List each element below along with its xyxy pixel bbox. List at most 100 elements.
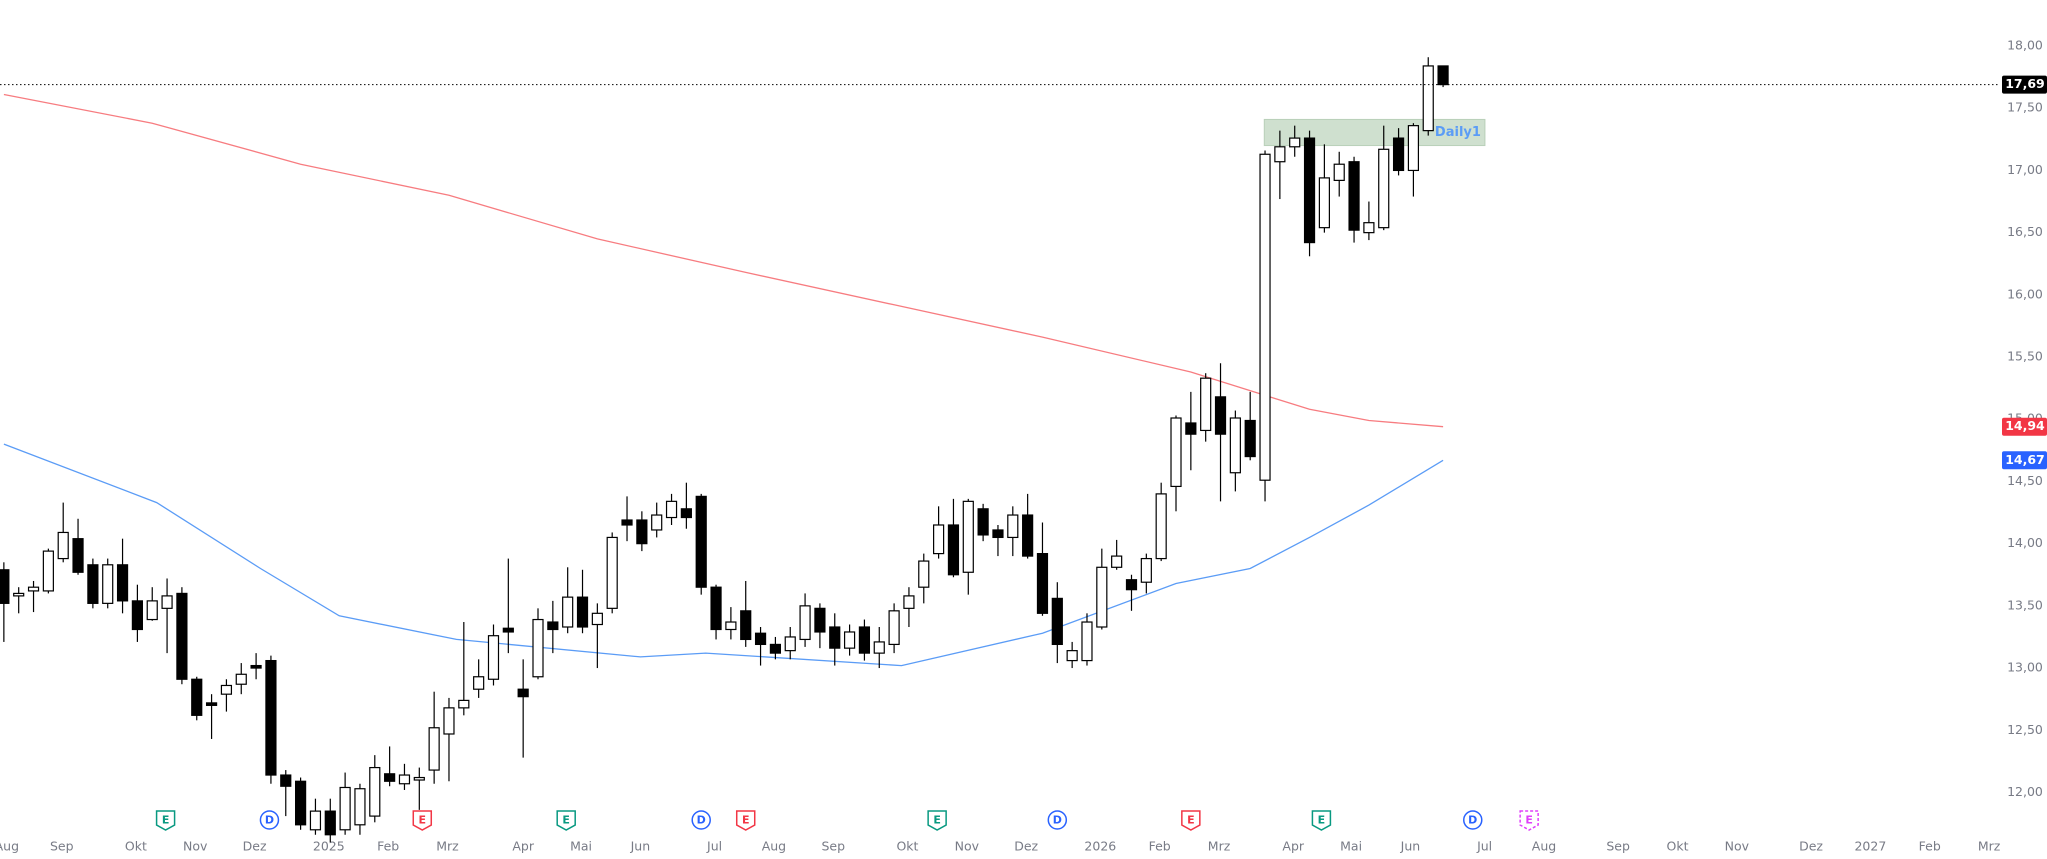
- event-icon: [691, 810, 711, 830]
- price-label-box: [2002, 75, 2047, 94]
- candle-body: [428, 727, 440, 771]
- candle-body: [576, 596, 589, 628]
- candle-body: [814, 607, 826, 633]
- candle-body: [725, 621, 737, 631]
- x-tick-label: Feb: [1919, 839, 1941, 854]
- candle-body: [339, 786, 351, 831]
- candle-body: [740, 610, 752, 641]
- price-label-box: [2002, 451, 2047, 470]
- candle-body: [1363, 222, 1375, 234]
- candle-body: [1007, 514, 1019, 539]
- candle-body: [695, 495, 707, 588]
- x-tick-label: Mai: [570, 839, 592, 854]
- x-tick-label: Sep: [1606, 839, 1630, 854]
- event-label: E: [1187, 814, 1195, 827]
- x-tick-label: Sep: [821, 839, 845, 854]
- zone: [1263, 118, 1486, 147]
- candle-body: [72, 538, 84, 573]
- candle-body: [13, 592, 25, 597]
- event-badge: E: [1181, 810, 1201, 831]
- x-tick-label: 2025: [313, 839, 345, 854]
- x-tick-label: Jun: [1400, 839, 1421, 854]
- candle-body: [473, 676, 485, 690]
- candle-body: [42, 550, 54, 592]
- candle-body: [384, 773, 396, 782]
- candle-body: [1096, 566, 1108, 628]
- candle-body: [131, 600, 143, 631]
- candle-body: [888, 610, 900, 646]
- y-tick-label: 14,50: [2007, 473, 2043, 488]
- x-tick-label: 2026: [1084, 839, 1116, 854]
- candle-body: [1066, 650, 1078, 662]
- y-tick-label: 17,50: [2007, 100, 2043, 115]
- x-tick-label: Apr: [512, 839, 534, 854]
- event-icon: [412, 810, 433, 831]
- candle-body: [280, 774, 292, 787]
- event-badge: E: [155, 810, 176, 831]
- x-tick-label: Mai: [1340, 839, 1362, 854]
- event-badge: D: [1463, 810, 1483, 830]
- x-tick-label: Feb: [1149, 839, 1171, 854]
- event-label: E: [162, 814, 170, 827]
- candle-body: [962, 500, 974, 573]
- event-icon: [556, 810, 576, 831]
- x-tick-label: Dez: [243, 839, 267, 854]
- candle-body: [0, 569, 10, 604]
- price-label: 14,94: [2005, 418, 2045, 433]
- candle-body: [205, 702, 218, 706]
- candle-body: [1036, 553, 1049, 614]
- candle-body: [636, 519, 648, 545]
- candle-body: [1155, 493, 1167, 560]
- candle-body: [502, 627, 514, 633]
- x-tick-label: Aug: [762, 839, 786, 854]
- candle-body: [413, 776, 425, 781]
- candle-body: [621, 519, 633, 526]
- price-label: 14,67: [2005, 452, 2045, 467]
- candle-body: [769, 643, 782, 654]
- x-tick-label: Mrz: [436, 839, 459, 854]
- y-tick-label: 18,00: [2007, 38, 2043, 53]
- candle-body: [1333, 163, 1345, 181]
- candle-body: [933, 524, 945, 555]
- moving-average: [3, 443, 1444, 667]
- y-tick-label: 16,50: [2007, 224, 2043, 239]
- candle-body: [443, 707, 455, 735]
- candle-body: [1318, 177, 1330, 229]
- x-tick-label: Jun: [630, 839, 651, 854]
- candle-body: [220, 684, 233, 695]
- candle-body: [591, 612, 603, 626]
- candle-body: [532, 618, 544, 678]
- y-tick-label: 12,50: [2007, 722, 2043, 737]
- event-icon: [1047, 810, 1068, 830]
- event-badge: E: [556, 810, 576, 831]
- candle-body: [1051, 597, 1063, 646]
- candle-body: [191, 678, 203, 716]
- x-tick-label: Aug: [0, 839, 19, 854]
- candle-body: [354, 788, 366, 826]
- x-tick-label: Apr: [1282, 839, 1304, 854]
- event-icon: [1311, 810, 1332, 831]
- candle-body: [606, 536, 618, 609]
- candle-body: [977, 508, 989, 536]
- event-badge: D: [1047, 810, 1068, 830]
- candle-body: [1303, 137, 1316, 244]
- candle-body: [665, 500, 678, 519]
- event-badge: E: [412, 810, 433, 831]
- candle-body: [1422, 65, 1434, 132]
- candle-body: [324, 810, 336, 836]
- candle-body: [992, 529, 1004, 539]
- y-tick-label: 13,00: [2007, 660, 2043, 675]
- price-label-box: [2002, 417, 2047, 436]
- candle-body: [918, 560, 930, 588]
- candle-body: [57, 531, 69, 560]
- y-tick-label: 14,00: [2007, 535, 2043, 550]
- candle-body: [1392, 137, 1405, 172]
- x-tick-label: Nov: [183, 839, 208, 854]
- candle-body: [1140, 557, 1152, 583]
- y-tick-label: 17,00: [2007, 162, 2043, 177]
- event-label: E: [419, 814, 427, 827]
- event-badge: E: [735, 810, 756, 831]
- candle-body: [947, 524, 960, 576]
- candle-body: [1378, 148, 1390, 229]
